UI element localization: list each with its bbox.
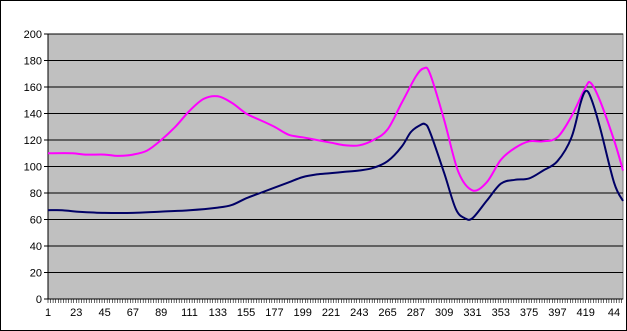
x-tick-label: 1 [45,307,51,319]
series-lines [47,66,624,221]
x-tick-label: 89 [155,307,167,319]
y-tick-label: 200 [24,29,42,41]
x-tick-label: 265 [378,307,396,319]
x-tick-label: 221 [322,307,340,319]
y-tick-label: 20 [30,268,42,280]
y-axis-tick-labels: 0 20 40 60 80 100 120 140 160 180 200 [24,29,42,306]
x-tick-label: 397 [548,307,566,319]
x-tick-marks [47,299,622,303]
y-tick-label: 180 [24,56,42,68]
x-tick-label: 155 [237,307,255,319]
x-tick-label: 243 [350,307,368,319]
x-tick-label: 331 [463,307,481,319]
y-tick-label: 60 [30,215,42,227]
x-tick-label: 111 [181,307,198,319]
y-tick-label: 140 [24,109,42,121]
x-tick-label: 177 [265,307,283,319]
x-tick-label: 419 [577,307,595,319]
y-tick-label: 80 [30,188,42,200]
axes [47,34,623,303]
x-tick-label: 199 [294,307,312,319]
x-tick-label: 67 [127,307,139,319]
series-line-2 [47,89,624,221]
y-tick-label: 0 [36,294,42,306]
x-tick-label: 287 [407,307,425,319]
y-tick-label: 40 [30,241,42,253]
x-tick-label: 23 [70,307,82,319]
x-tick-label: 309 [435,307,453,319]
y-tick-label: 100 [24,162,42,174]
x-tick-label: 45 [98,307,110,319]
x-tick-label: 375 [520,307,538,319]
x-axis-tick-labels: 1 23 45 67 89 111 133 155 177 199 221 243 265 287 309 3… [45,307,620,319]
x-tick-label: 133 [209,307,227,319]
series-line-1 [47,66,624,192]
x-tick-label: 353 [492,307,510,319]
y-tick-label: 120 [24,135,42,147]
x-tick-label: 44 [608,307,620,319]
y-tick-label: 160 [24,82,42,94]
gridlines [44,33,623,300]
